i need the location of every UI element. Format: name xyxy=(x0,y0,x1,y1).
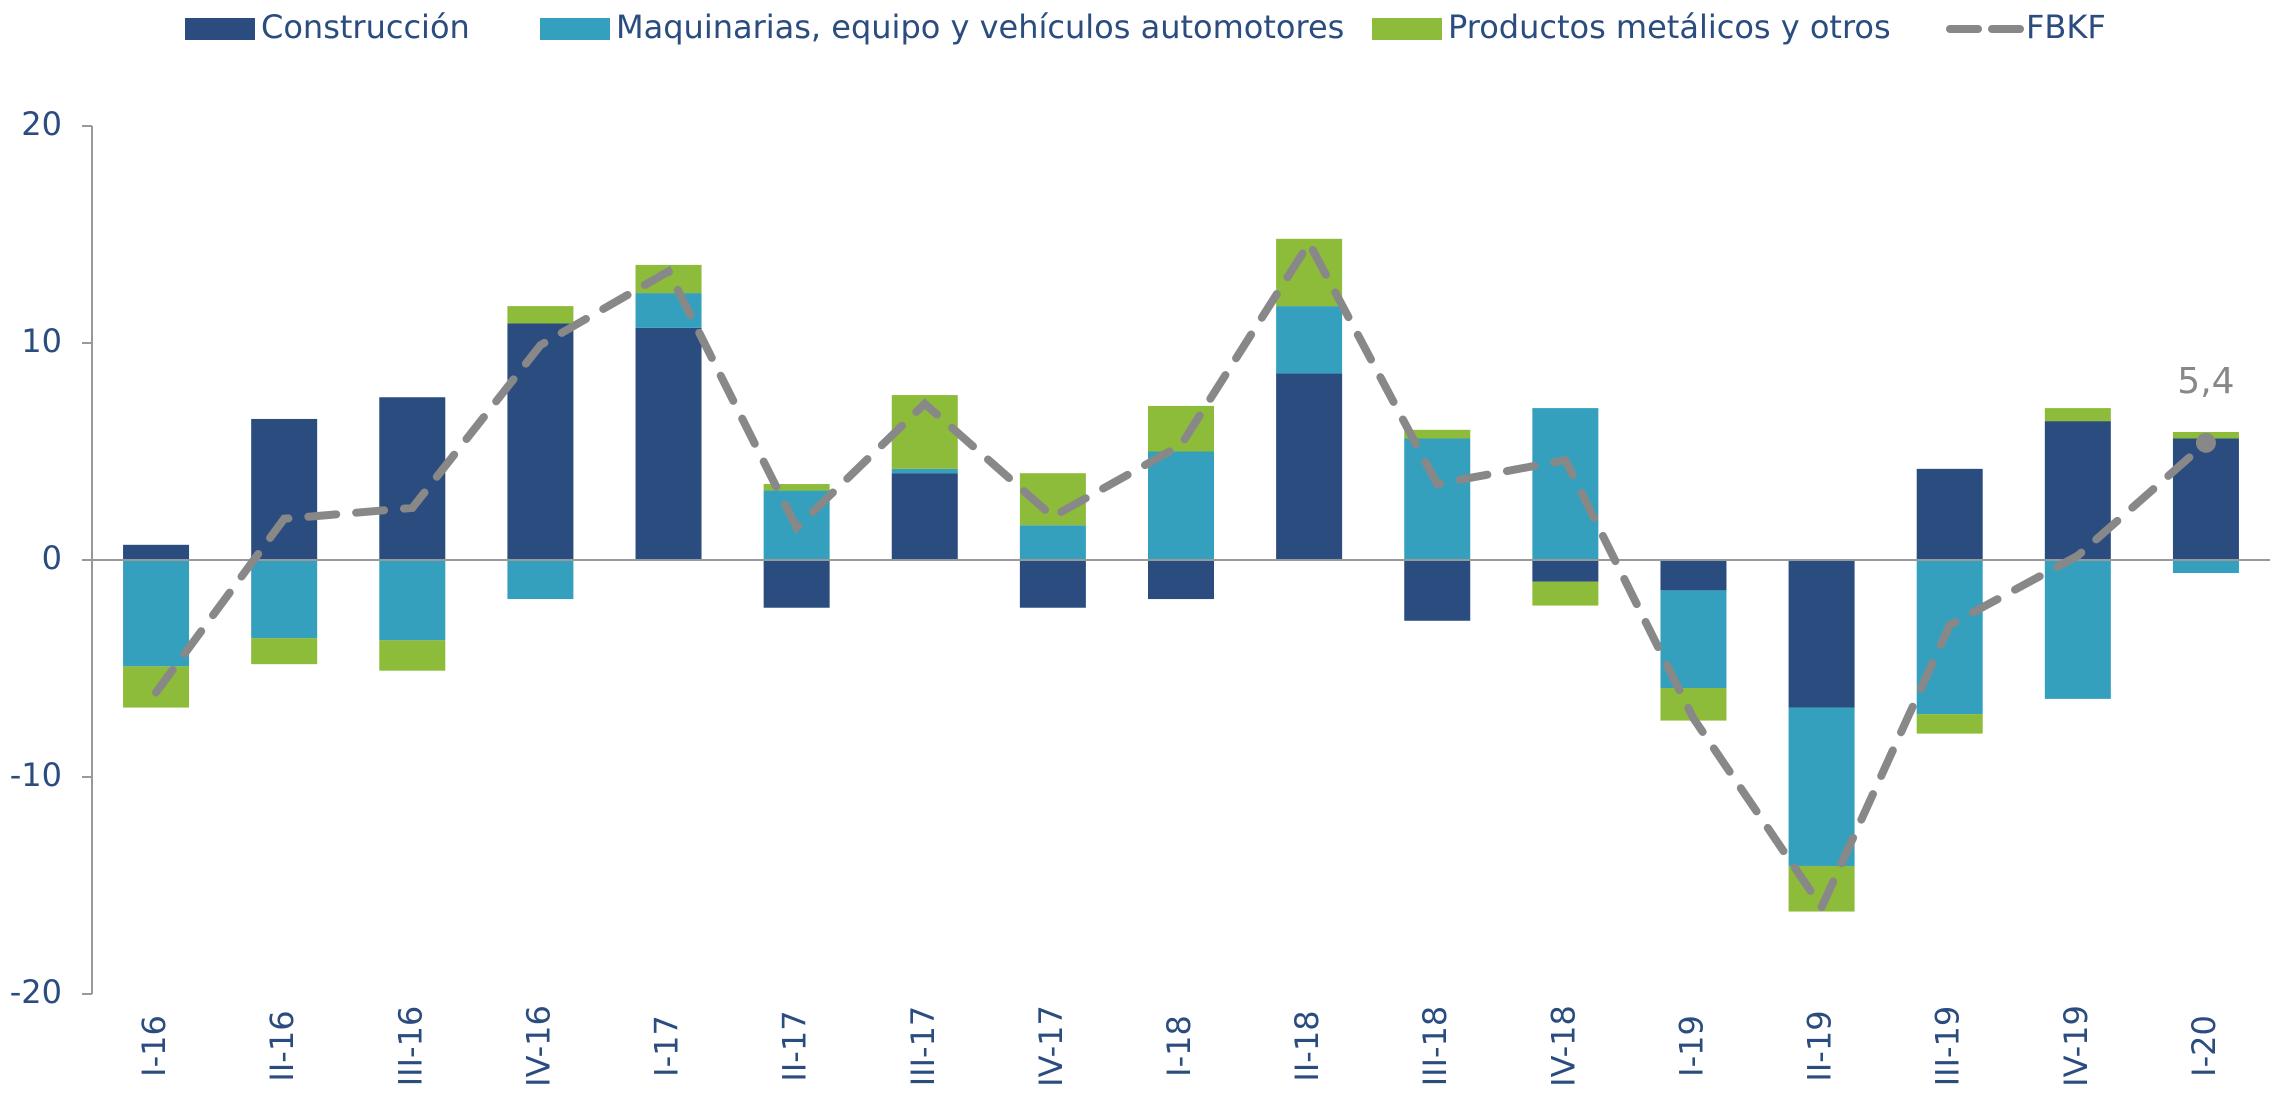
x-tick-label: II-17 xyxy=(776,1010,814,1081)
x-tick-label: III-17 xyxy=(904,1006,942,1087)
legend-label: Construcción xyxy=(261,8,470,46)
y-tick-label: 10 xyxy=(21,322,62,360)
bar xyxy=(1916,714,1983,734)
x-tick-label: IV-19 xyxy=(2057,1005,2095,1087)
bar xyxy=(1916,468,1983,560)
bar xyxy=(2044,408,2111,422)
y-tick-label: -10 xyxy=(10,756,62,794)
x-tick-label: III-18 xyxy=(1416,1006,1454,1087)
bar xyxy=(507,323,574,560)
x-tick-label: IV-16 xyxy=(519,1005,557,1087)
bar xyxy=(507,306,574,324)
bar xyxy=(763,560,830,608)
bar xyxy=(251,418,318,560)
bar xyxy=(1019,525,1086,560)
bar xyxy=(1404,429,1471,439)
x-tick-label: IV-18 xyxy=(1544,1005,1582,1087)
y-tick-label: 20 xyxy=(21,105,62,143)
x-tick-label: I-18 xyxy=(1160,1015,1198,1077)
bar xyxy=(2172,438,2239,560)
bar xyxy=(1916,560,1983,715)
bar xyxy=(891,473,958,560)
bar xyxy=(1660,560,1727,591)
bar xyxy=(1148,451,1214,560)
bar xyxy=(1148,560,1214,600)
bar xyxy=(251,638,318,665)
bar xyxy=(1019,560,1086,608)
bar xyxy=(1532,408,1599,560)
line-series xyxy=(152,235,2210,916)
bar xyxy=(763,484,830,491)
legend-label: FBKF xyxy=(2026,8,2106,46)
bar xyxy=(379,640,446,671)
legend-label: Maquinarias, equipo y vehículos automoto… xyxy=(616,8,1344,46)
bar xyxy=(1404,560,1471,621)
bar xyxy=(1276,306,1343,374)
y-tick-label: 0 xyxy=(42,539,62,577)
bar xyxy=(2172,560,2239,574)
bar xyxy=(2044,560,2111,699)
bar xyxy=(1532,581,1599,606)
bar xyxy=(1148,405,1214,452)
bar xyxy=(891,468,958,474)
bar xyxy=(1532,560,1599,582)
bar xyxy=(1788,560,1855,708)
x-tick-label: III-19 xyxy=(1929,1006,1967,1087)
legend-swatch xyxy=(1372,18,1442,40)
y-tick-label: -20 xyxy=(10,973,62,1011)
x-tick-label: II-18 xyxy=(1288,1010,1326,1081)
x-tick-label: I-17 xyxy=(648,1015,686,1077)
legend-swatch xyxy=(185,18,255,40)
bar xyxy=(251,560,318,639)
legend-swatch xyxy=(540,18,610,40)
legend-label: Productos metálicos y otros xyxy=(1448,8,1891,46)
x-tick-label: III-16 xyxy=(391,1006,429,1087)
data-label: 5,4 xyxy=(2177,361,2234,402)
x-tick-label: II-16 xyxy=(263,1010,301,1081)
line-marker xyxy=(2195,432,2216,453)
bar xyxy=(507,560,574,600)
x-tick-label: II-19 xyxy=(1801,1010,1839,1081)
bar xyxy=(635,327,702,560)
x-tick-label: I-20 xyxy=(2185,1015,2223,1077)
bar xyxy=(1276,373,1343,560)
bar xyxy=(123,560,190,667)
x-tick-label: I-19 xyxy=(1672,1015,1710,1077)
bar xyxy=(123,544,190,560)
x-tick-label: IV-17 xyxy=(1032,1005,1070,1087)
bar xyxy=(1788,707,1855,866)
bar xyxy=(379,560,446,641)
bar xyxy=(1404,438,1471,560)
x-tick-label: I-16 xyxy=(135,1015,173,1077)
